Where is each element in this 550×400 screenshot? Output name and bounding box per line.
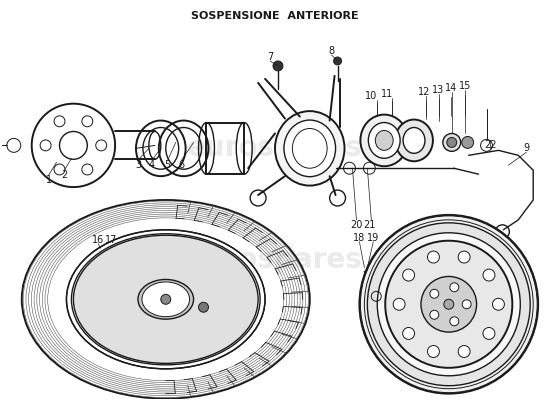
Circle shape	[199, 302, 208, 312]
Ellipse shape	[421, 276, 477, 332]
Ellipse shape	[359, 215, 538, 394]
Text: 22: 22	[484, 140, 497, 150]
Text: 6: 6	[179, 160, 185, 170]
Ellipse shape	[430, 310, 439, 319]
Circle shape	[447, 138, 456, 147]
Circle shape	[273, 61, 283, 71]
Ellipse shape	[462, 300, 471, 309]
Text: 12: 12	[418, 87, 430, 97]
Text: eurospares: eurospares	[187, 246, 363, 274]
Ellipse shape	[403, 128, 425, 153]
Ellipse shape	[275, 111, 344, 186]
Text: 14: 14	[444, 83, 457, 93]
Ellipse shape	[458, 251, 470, 263]
Ellipse shape	[68, 231, 264, 367]
Text: 20: 20	[350, 220, 362, 230]
Ellipse shape	[483, 269, 495, 281]
Ellipse shape	[444, 299, 454, 309]
Ellipse shape	[73, 235, 258, 363]
Ellipse shape	[367, 223, 530, 386]
Ellipse shape	[377, 233, 520, 376]
Text: 19: 19	[367, 233, 380, 243]
Text: 13: 13	[432, 85, 444, 95]
Text: 3: 3	[135, 160, 141, 170]
Text: 15: 15	[459, 81, 471, 91]
Ellipse shape	[450, 283, 459, 292]
Text: 16: 16	[92, 235, 104, 245]
Circle shape	[334, 57, 342, 65]
Text: 2: 2	[62, 170, 68, 180]
Ellipse shape	[403, 328, 415, 340]
Text: 4: 4	[149, 160, 155, 170]
Ellipse shape	[427, 251, 439, 263]
Text: 8: 8	[328, 46, 334, 56]
Text: 11: 11	[381, 89, 393, 99]
Ellipse shape	[385, 241, 513, 368]
Text: 17: 17	[105, 235, 117, 245]
Ellipse shape	[284, 120, 336, 177]
Ellipse shape	[458, 346, 470, 358]
Text: 9: 9	[523, 143, 529, 153]
Text: 7: 7	[267, 52, 273, 62]
Ellipse shape	[393, 298, 405, 310]
Text: SOSPENSIONE  ANTERIORE: SOSPENSIONE ANTERIORE	[191, 11, 359, 21]
Ellipse shape	[375, 130, 393, 150]
Ellipse shape	[360, 114, 408, 166]
Text: 5: 5	[164, 160, 171, 170]
Circle shape	[461, 136, 474, 148]
Text: 21: 21	[363, 220, 376, 230]
Ellipse shape	[427, 346, 439, 358]
Ellipse shape	[142, 282, 190, 317]
Text: 1: 1	[46, 175, 52, 185]
Ellipse shape	[138, 280, 194, 319]
Circle shape	[161, 294, 170, 304]
Ellipse shape	[430, 289, 439, 298]
Text: eurospares: eurospares	[187, 134, 363, 162]
Ellipse shape	[368, 122, 400, 158]
Ellipse shape	[403, 269, 415, 281]
Ellipse shape	[450, 317, 459, 326]
Ellipse shape	[483, 328, 495, 340]
Text: 18: 18	[353, 233, 366, 243]
Circle shape	[443, 134, 461, 151]
Ellipse shape	[70, 233, 261, 366]
Ellipse shape	[492, 298, 504, 310]
Ellipse shape	[72, 234, 260, 365]
Ellipse shape	[395, 120, 433, 161]
Text: 10: 10	[365, 91, 377, 101]
